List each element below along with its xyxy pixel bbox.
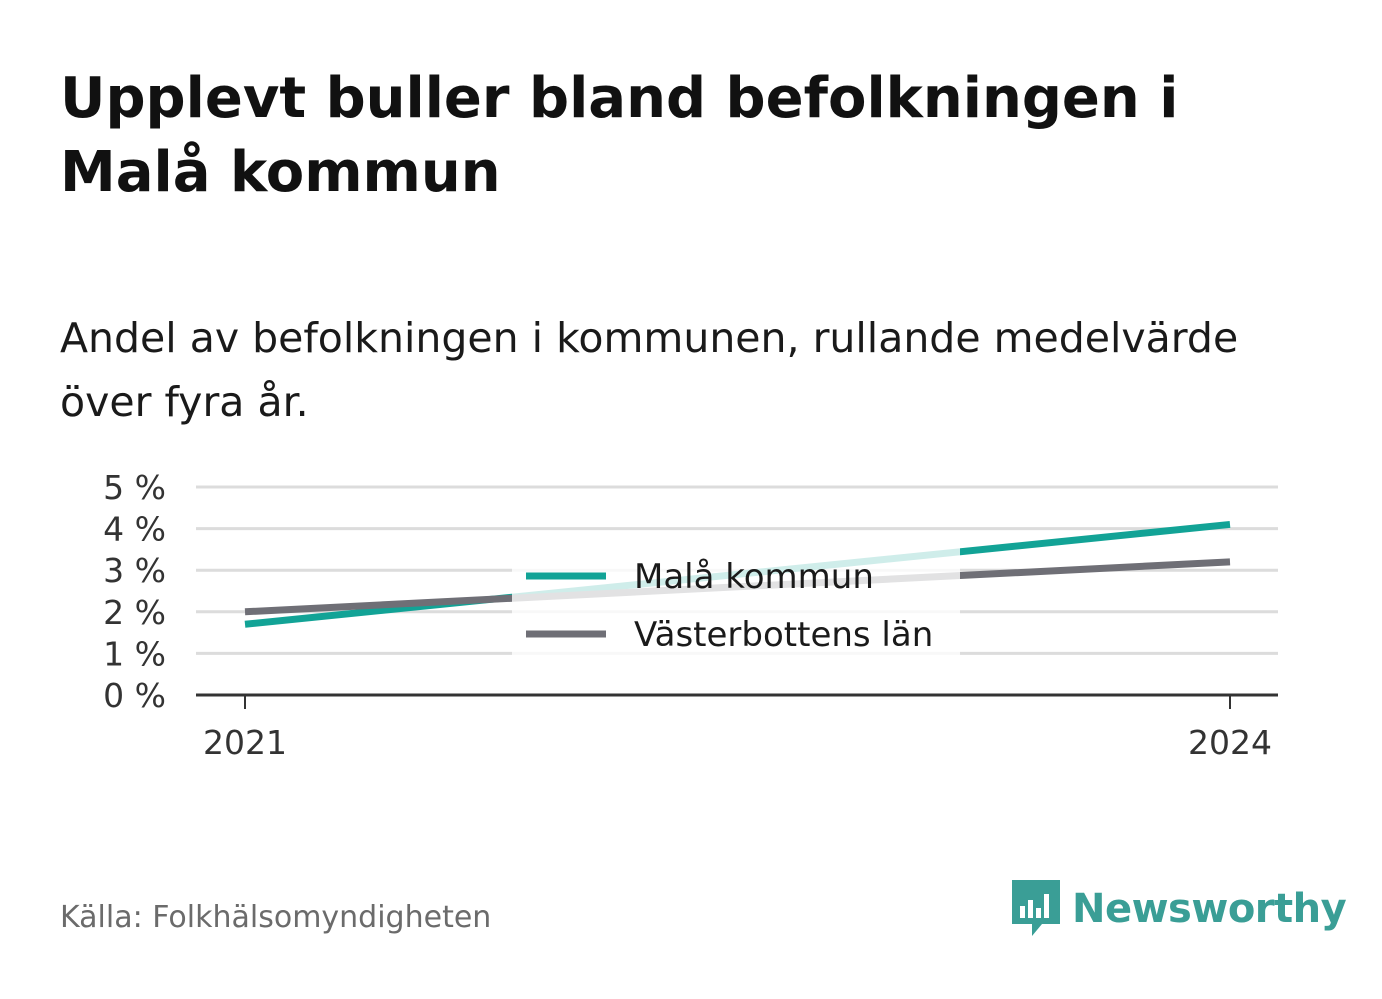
y-tick-label: 2 % — [103, 593, 166, 632]
x-tick-label: 2024 — [1188, 723, 1272, 762]
legend: Malå kommun Västerbottens län — [512, 548, 960, 658]
chart-title: Upplevt buller bland befolkningen i Malå… — [60, 66, 1179, 205]
y-tick-label: 3 % — [103, 551, 166, 590]
y-tick-label: 1 % — [103, 634, 166, 673]
x-tick-label: 2021 — [203, 723, 287, 762]
source-note: Källa: Folkhälsomyndigheten — [60, 900, 492, 935]
brand-logo: Newsworthy — [1010, 878, 1347, 940]
legend-label: Malå kommun — [634, 557, 874, 597]
newsworthy-logo-icon — [1012, 880, 1060, 936]
y-tick-label: 4 % — [103, 510, 166, 549]
y-tick-label: 0 % — [103, 676, 166, 715]
chart-subtitle: Andel av befolkningen i kommunen, rullan… — [60, 314, 1239, 426]
y-tick-label: 5 % — [103, 468, 166, 507]
axes: 0 %1 %2 %3 %4 %5 % 2021 2024 — [103, 468, 1278, 762]
legend-box — [512, 548, 960, 658]
legend-label: Västerbottens län — [634, 615, 933, 655]
brand-name: Newsworthy — [1072, 886, 1347, 932]
